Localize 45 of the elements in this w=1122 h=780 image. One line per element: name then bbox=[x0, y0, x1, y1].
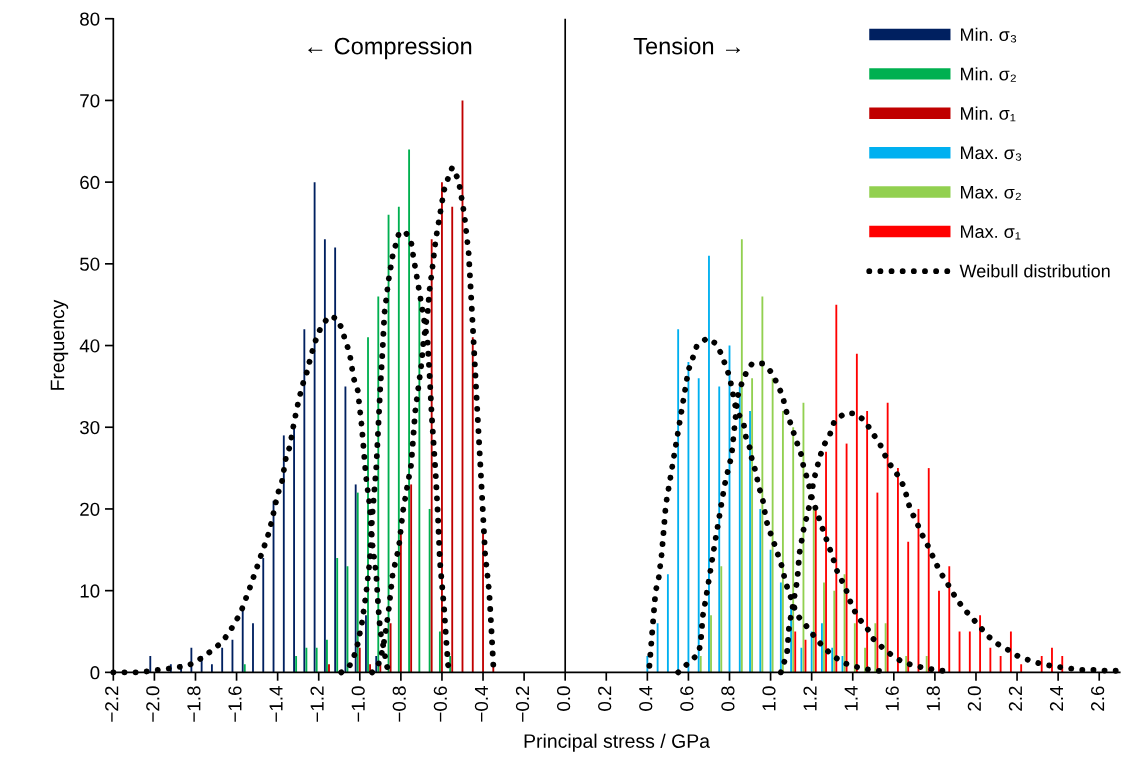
y-tick-label: 30 bbox=[79, 420, 100, 435]
x-tick-label: 2.6 bbox=[1090, 686, 1105, 711]
y-tick-label: 10 bbox=[80, 584, 100, 598]
y-tick-label: 60 bbox=[80, 175, 100, 190]
x-tick-label: 0.2 bbox=[598, 686, 612, 711]
annotation: ← Compression bbox=[308, 37, 472, 60]
x-tick-label: 2.4 bbox=[1049, 686, 1063, 711]
x-tick-label: 0.0 bbox=[556, 686, 571, 711]
legend-label: Min. σ₃ bbox=[961, 27, 1017, 43]
x-tick-label: 0.4 bbox=[639, 686, 653, 711]
y-tick-label: 80 bbox=[80, 12, 100, 26]
x-tick-label: −1.2 bbox=[310, 686, 324, 722]
x-tick-label: 2.0 bbox=[967, 686, 982, 711]
x-tick-label: −1.4 bbox=[269, 686, 283, 722]
x-tick-label: −0.6 bbox=[433, 686, 447, 722]
x-tick-label: 1.2 bbox=[803, 686, 817, 711]
x-tick-label: −0.4 bbox=[474, 686, 489, 722]
legend-label: Max. σ₃ bbox=[961, 146, 1022, 161]
legend-label: Min. σ₂ bbox=[961, 67, 1016, 82]
legend-label: Max. σ₂ bbox=[961, 186, 1021, 200]
y-tick-label: 20 bbox=[80, 502, 100, 516]
x-tick-label: 0.6 bbox=[680, 686, 694, 711]
x-tick-label: 1.8 bbox=[926, 686, 940, 711]
x-tick-label: 1.0 bbox=[762, 686, 776, 711]
y-tick-label: 0 bbox=[90, 666, 100, 680]
x-axis-title: Principal stress / GPa bbox=[524, 733, 711, 752]
legend-label: Max. σ₁ bbox=[961, 225, 1021, 240]
y-tick-label: 50 bbox=[80, 257, 100, 271]
y-tick-label: 40 bbox=[79, 339, 100, 353]
x-tick-label: −1.6 bbox=[228, 686, 242, 722]
x-tick-label: −2.2 bbox=[105, 686, 119, 722]
annotation: Tension → bbox=[633, 37, 740, 55]
x-tick-label: −0.8 bbox=[392, 686, 406, 722]
x-tick-label: −1.8 bbox=[187, 686, 201, 722]
x-tick-label: −1.0 bbox=[351, 686, 365, 722]
y-axis-title: Frequency bbox=[50, 299, 69, 390]
x-tick-label: −2.0 bbox=[146, 686, 160, 722]
x-tick-label: 1.6 bbox=[885, 686, 899, 711]
legend-label: Min. σ₁ bbox=[961, 106, 1016, 122]
legend-label: Weibull distribution bbox=[959, 264, 1110, 278]
x-tick-label: 2.2 bbox=[1008, 686, 1022, 711]
x-tick-label: 1.4 bbox=[844, 686, 858, 711]
y-tick-label: 70 bbox=[80, 94, 100, 108]
x-tick-label: −0.2 bbox=[515, 686, 530, 722]
x-tick-label: 0.8 bbox=[721, 686, 735, 711]
